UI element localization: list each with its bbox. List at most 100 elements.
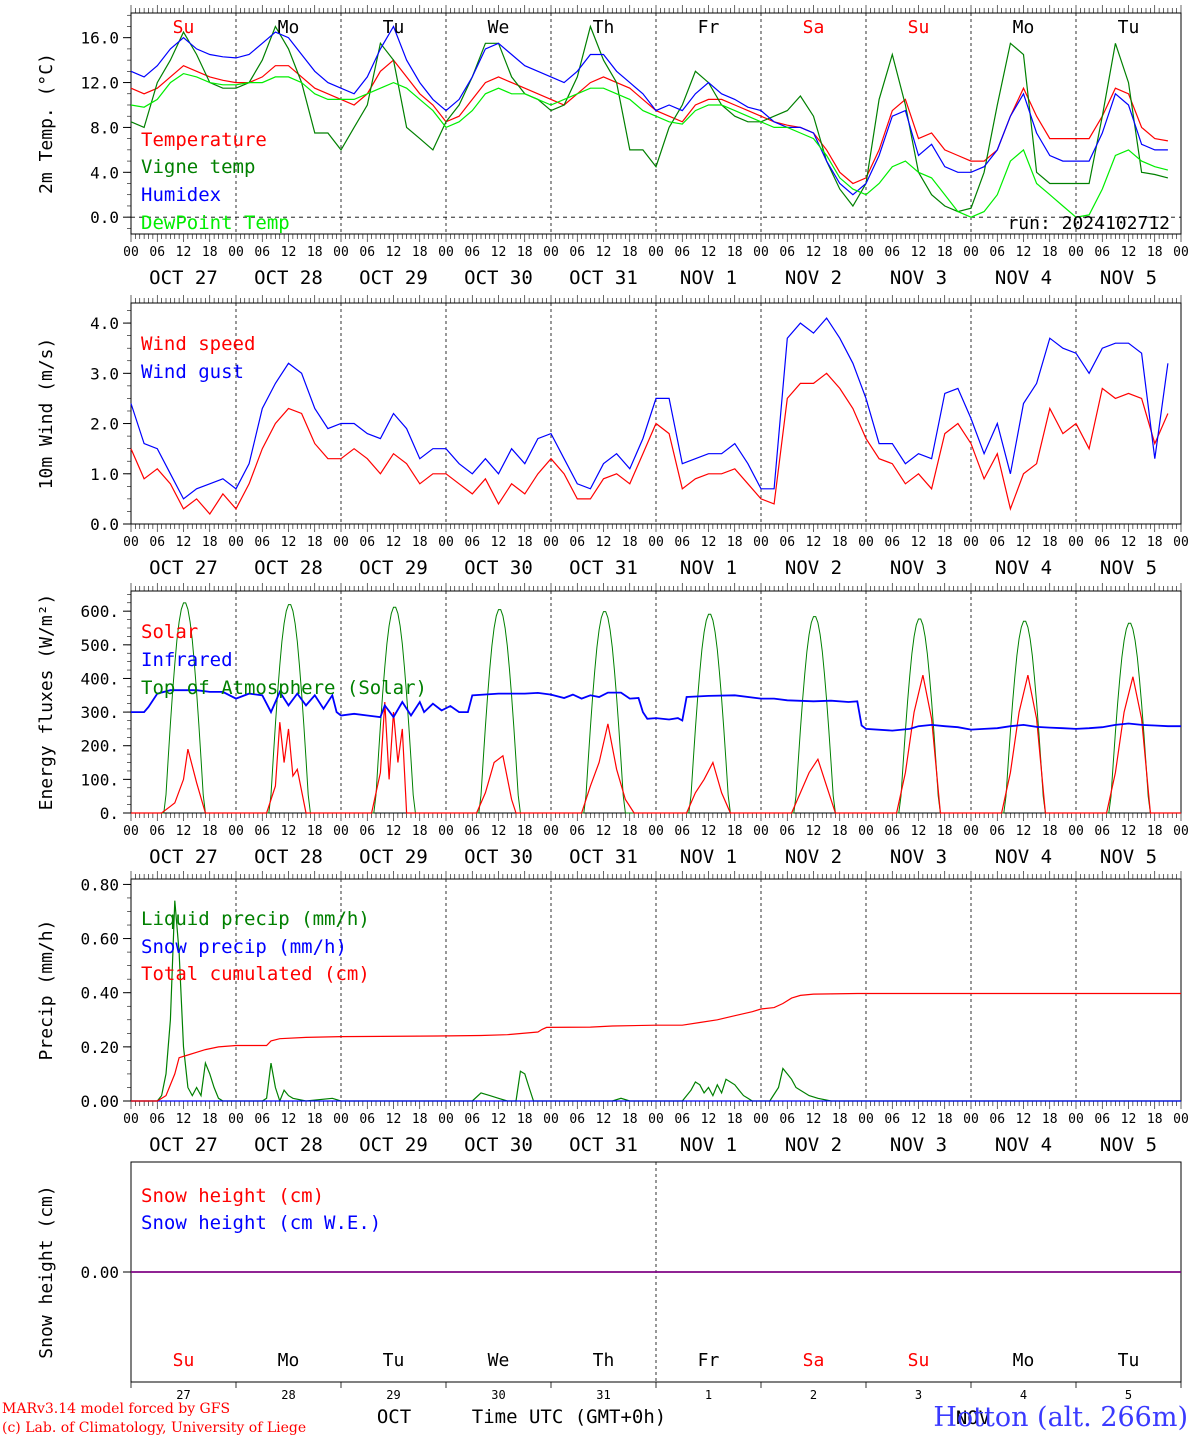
hour-tick-label: 12 [386, 1112, 402, 1127]
y-tick-label: 100. [80, 770, 119, 789]
hour-tick-label: 12 [386, 535, 402, 550]
hour-tick-label: 00 [228, 824, 244, 839]
hour-tick-label: 12 [386, 824, 402, 839]
month-label-oct: OCT [377, 1406, 411, 1428]
hour-tick-label: 06 [779, 824, 795, 839]
hour-tick-label: 18 [1042, 245, 1058, 260]
day-number: 29 [386, 1388, 400, 1402]
hour-tick-label: 00 [333, 1112, 349, 1127]
date-label: OCT 31 [569, 1134, 638, 1156]
hour-tick-label: 18 [1042, 824, 1058, 839]
hour-tick-label: 00 [1068, 1112, 1084, 1127]
hour-tick-label: 18 [622, 824, 638, 839]
y-axis-label: Snow height (cm) [36, 1185, 57, 1358]
legend-entry: Liquid precip (mm/h) [141, 908, 370, 930]
y-tick-label: 4.0 [90, 163, 119, 182]
hour-tick-label: 18 [412, 245, 428, 260]
hour-tick-label: 12 [1121, 1112, 1137, 1127]
series-line-wind-speed [130, 372, 1169, 515]
date-label: NOV 4 [995, 267, 1052, 289]
hour-tick-label: 18 [832, 1112, 848, 1127]
hour-tick-label: 12 [1016, 1112, 1032, 1127]
day-abbr-top: Su [173, 17, 195, 38]
hour-tick-label: 18 [412, 535, 428, 550]
hour-tick-label: 06 [1094, 1112, 1110, 1127]
month-label-nov: NOV [956, 1407, 990, 1429]
hour-tick-label: 06 [149, 1112, 165, 1127]
hour-tick-label: 12 [491, 245, 507, 260]
hour-tick-label: 12 [491, 824, 507, 839]
date-label: NOV 5 [1100, 846, 1157, 868]
hour-tick-label: 12 [491, 535, 507, 550]
hour-tick-label: 12 [701, 1112, 717, 1127]
series-line-temperature [130, 59, 1169, 185]
hour-tick-label: 12 [701, 824, 717, 839]
hour-tick-label: 18 [307, 1112, 323, 1127]
day-abbr-bottom: Mo [278, 1350, 300, 1371]
hour-tick-label: 12 [491, 1112, 507, 1127]
hour-tick-label: 12 [911, 535, 927, 550]
y-tick-label: 0.20 [80, 1038, 119, 1057]
day-number: 2 [810, 1388, 817, 1402]
legend-entry: Wind speed [141, 333, 255, 355]
hour-tick-label: 06 [359, 1112, 375, 1127]
hour-tick-label: 18 [832, 824, 848, 839]
series-line-dewpoint-temp [130, 72, 1169, 218]
day-number: 3 [915, 1388, 922, 1402]
hour-tick-label: 00 [123, 824, 139, 839]
hour-tick-label: 18 [412, 824, 428, 839]
hour-tick-label: 18 [832, 245, 848, 260]
series-line-solar [131, 674, 1181, 814]
series-line-infrared [131, 689, 1181, 732]
hour-tick-label: 18 [937, 1112, 953, 1127]
panel-temp [123, 5, 1182, 242]
y-tick-label: 2.0 [90, 415, 119, 434]
day-abbr-top: Sa [803, 17, 825, 38]
date-label: OCT 27 [149, 846, 218, 868]
y-tick-label: 300. [80, 703, 119, 722]
hour-tick-label: 06 [779, 1112, 795, 1127]
legend-entry: Snow height (cm W.E.) [141, 1212, 381, 1234]
y-tick-label: 500. [80, 636, 119, 655]
y-tick-label: 0.0 [90, 515, 119, 534]
date-label: NOV 1 [680, 557, 737, 579]
hour-tick-label: 06 [989, 1112, 1005, 1127]
hour-tick-label: 06 [569, 1112, 585, 1127]
date-label: NOV 5 [1100, 557, 1157, 579]
hour-tick-label: 06 [674, 245, 690, 260]
hour-tick-label: 00 [858, 535, 874, 550]
y-tick-label: 0.0 [90, 208, 119, 227]
hour-tick-label: 00 [438, 245, 454, 260]
hour-tick-label: 06 [254, 245, 270, 260]
series-line-humidex [130, 25, 1168, 196]
hour-tick-label: 06 [149, 535, 165, 550]
date-label: OCT 30 [464, 846, 533, 868]
hour-tick-label: 18 [202, 1112, 218, 1127]
hour-tick-label: 00 [438, 535, 454, 550]
hour-tick-label: 00 [858, 245, 874, 260]
y-tick-label: 0.00 [80, 1263, 119, 1282]
hour-tick-label: 12 [806, 535, 822, 550]
date-label: OCT 28 [254, 1134, 323, 1156]
hour-tick-label: 00 [543, 1112, 559, 1127]
hour-tick-label: 00 [753, 824, 769, 839]
date-label: OCT 29 [359, 267, 428, 289]
hour-tick-label: 06 [464, 535, 480, 550]
hour-tick-label: 00 [333, 535, 349, 550]
hour-tick-label: 00 [963, 535, 979, 550]
hour-tick-label: 18 [1147, 824, 1163, 839]
hour-tick-label: 12 [281, 535, 297, 550]
day-abbr-bottom: Sa [803, 1350, 825, 1371]
hour-tick-label: 06 [464, 245, 480, 260]
hour-tick-label: 06 [569, 245, 585, 260]
hour-tick-label: 06 [254, 535, 270, 550]
hour-tick-label: 00 [123, 1112, 139, 1127]
station-label: Hotton (alt. 266m) [933, 1402, 1188, 1433]
date-label: NOV 5 [1100, 1134, 1157, 1156]
panel-snow [123, 1161, 1182, 1388]
hour-tick-label: 06 [359, 824, 375, 839]
date-label: NOV 3 [890, 557, 947, 579]
hour-tick-label: 06 [989, 535, 1005, 550]
credit-line-2: (c) Lab. of Climatology, University of L… [2, 1420, 307, 1436]
y-axis-label: Precip (mm/h) [36, 920, 57, 1061]
